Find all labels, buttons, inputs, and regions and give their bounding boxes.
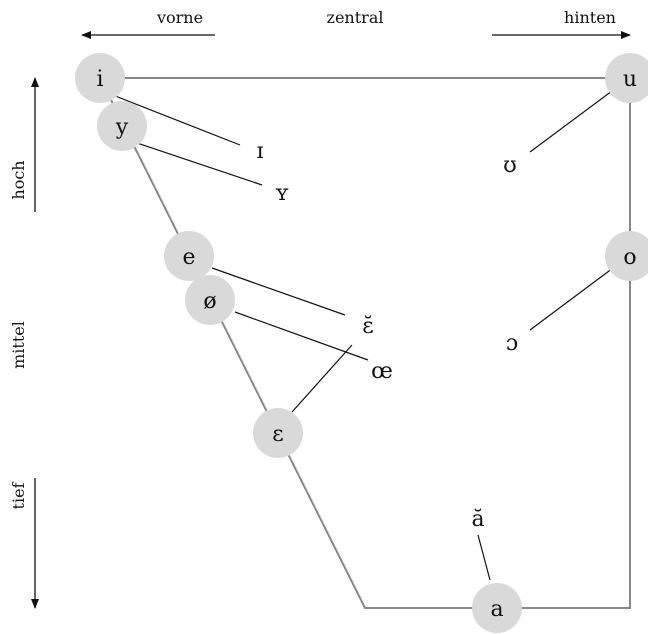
lax-vowel-oe-ligature: œ xyxy=(371,359,393,384)
lax-vowel-small-cap-i: ɪ xyxy=(256,139,263,164)
vowel-y: y xyxy=(97,101,147,151)
vowel-y-label: y xyxy=(115,115,129,140)
connector-oe-to-oe-ligature xyxy=(234,311,369,361)
lax-vowel-upsilon: ʊ xyxy=(503,153,517,178)
axis-label-tief: tief xyxy=(9,481,28,509)
lax-vowel-a-breve: ă xyxy=(471,507,484,532)
vowel-oe-slash-label: ø xyxy=(203,289,216,314)
vowel-oe-slash: ø xyxy=(185,275,235,325)
connector-a-to-a-breve xyxy=(477,534,491,581)
connector-o-to-open-o xyxy=(529,267,614,331)
axis-label-hoch: hoch xyxy=(9,160,28,199)
axis-label-zentral: zentral xyxy=(327,8,384,27)
axis-label-hinten: hinten xyxy=(564,8,616,27)
vowel-e-label: e xyxy=(182,245,195,270)
lax-vowel-small-cap-y: ʏ xyxy=(275,181,289,206)
axis-label-mittel: mittel xyxy=(9,321,28,369)
connector-u-to-upsilon xyxy=(529,84,621,153)
connector-e-to-epsilon-breve xyxy=(211,267,346,316)
vowel-a-label: a xyxy=(490,597,503,622)
vowel-i: i xyxy=(75,53,125,103)
vowel-epsilon: ɛ xyxy=(253,408,303,458)
vowel-u: u xyxy=(605,53,648,103)
lax-vowel-epsilon-breve: ɛ̆ xyxy=(362,314,373,339)
axis-label-vorne: vorne xyxy=(156,8,203,27)
vowel-i-label: i xyxy=(96,67,103,92)
lax-vowel-open-o: ɔ xyxy=(506,331,518,356)
connector-epsilon-to-epsilon-breve xyxy=(291,344,353,413)
vowel-e: e xyxy=(164,231,214,281)
vowel-u-label: u xyxy=(623,67,637,92)
vowel-o: o xyxy=(605,231,648,281)
vowel-o-label: o xyxy=(623,245,636,270)
vowel-epsilon-label: ɛ xyxy=(272,422,283,447)
vowel-a: a xyxy=(472,583,522,633)
connector-y-to-small-cap-y xyxy=(121,137,263,186)
connector-i-to-small-cap-i xyxy=(99,89,241,146)
